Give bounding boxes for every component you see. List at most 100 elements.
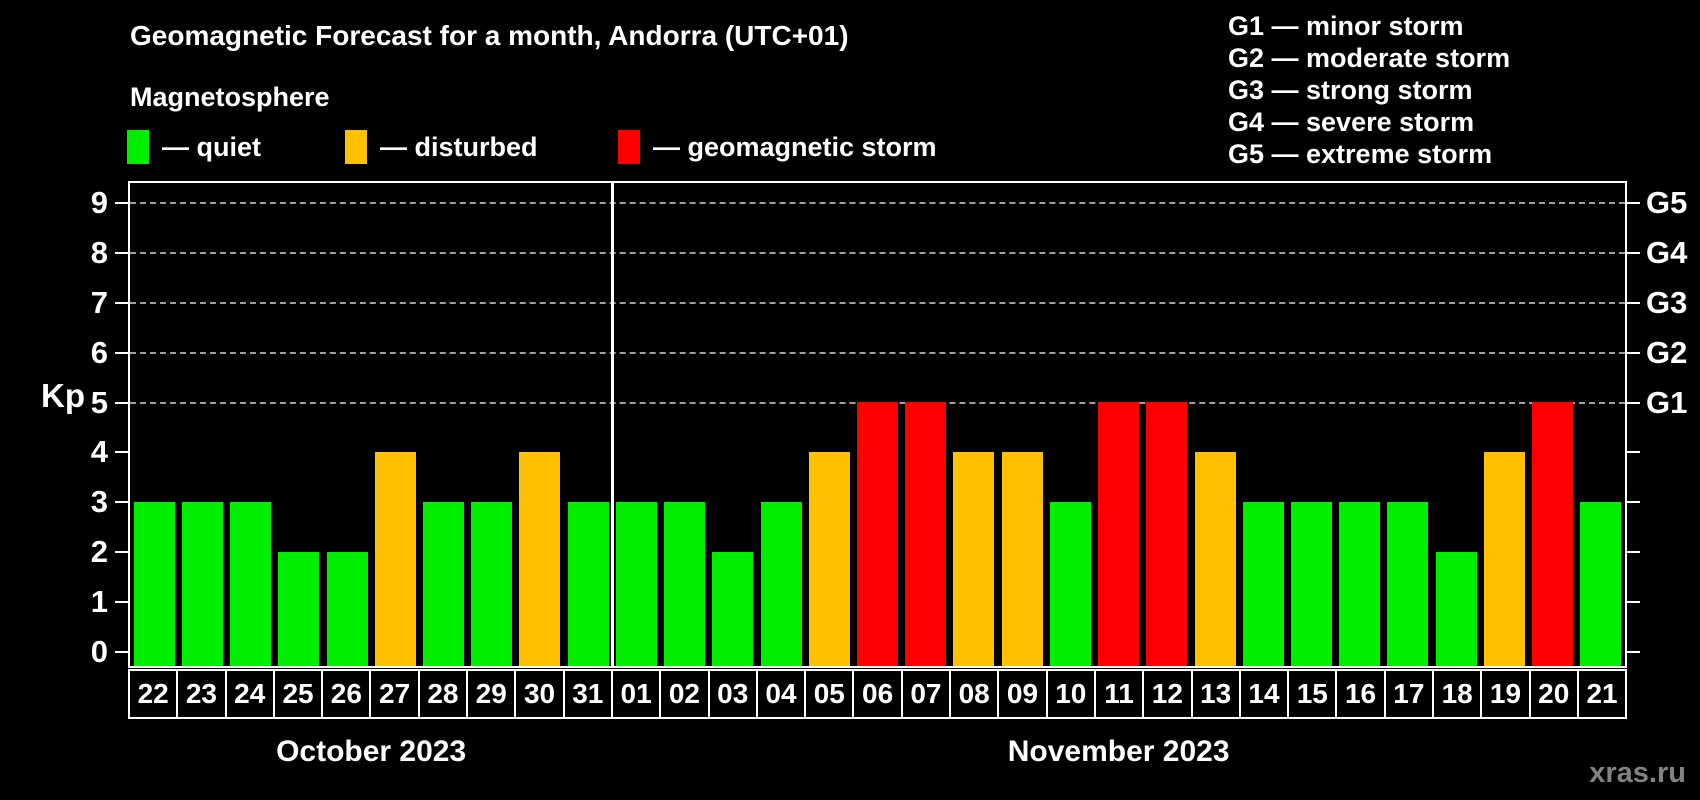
- day-cell-22: 22: [130, 671, 179, 717]
- month-divider-line: [610, 183, 614, 666]
- y-tick-4: [115, 451, 128, 454]
- y-tick-label-8: 8: [90, 234, 108, 270]
- right-tick-2: [1627, 551, 1640, 554]
- right-tick-1: [1627, 601, 1640, 604]
- kp-bar-november-10: [1049, 502, 1091, 666]
- kp-bar-october-30: [519, 452, 561, 666]
- y-axis-title: Kp: [41, 377, 85, 414]
- right-tick-0: [1627, 651, 1640, 653]
- y-tick-6: [115, 351, 128, 354]
- day-cell-25: 25: [275, 671, 324, 717]
- gridline-kp9: [130, 201, 1625, 204]
- y-tick-label-7: 7: [90, 284, 108, 320]
- kp-bar-november-04: [760, 502, 802, 666]
- kp-bar-october-26: [326, 552, 368, 666]
- day-cell-27: 27: [371, 671, 420, 717]
- day-cell-05: 05: [806, 671, 855, 717]
- y-tick-label-6: 6: [90, 334, 108, 370]
- kp-bar-october-28: [422, 502, 464, 666]
- kp-bar-october-23: [181, 502, 223, 666]
- right-tick-3: [1627, 501, 1640, 504]
- kp-bar-october-31: [567, 502, 609, 666]
- legend-item-quiet: — quiet: [127, 130, 261, 164]
- y-tick-label-4: 4: [90, 434, 108, 470]
- month-label-october: October 2023: [276, 735, 467, 768]
- storm-scale-line-g2: G2 — moderate storm: [1228, 43, 1511, 73]
- kp-bar-november-08: [953, 452, 995, 666]
- day-cell-17: 17: [1386, 671, 1435, 717]
- g-level-label-g4: G4: [1646, 234, 1688, 270]
- y-tick-2: [115, 551, 128, 554]
- kp-bar-november-07: [905, 402, 947, 666]
- g-level-label-g1: G1: [1646, 384, 1688, 420]
- day-cell-03: 03: [710, 671, 758, 717]
- kp-bar-november-15: [1291, 502, 1333, 666]
- right-tick-4: [1627, 451, 1640, 454]
- day-cell-01: 01: [613, 671, 662, 717]
- y-tick-label-1: 1: [90, 584, 108, 620]
- kp-bar-november-09: [1001, 452, 1043, 666]
- kp-bar-november-21: [1580, 502, 1622, 666]
- kp-bar-october-29: [471, 502, 513, 666]
- storm-scale-line-g3: G3 — strong storm: [1228, 75, 1473, 105]
- right-tick-6: [1627, 351, 1640, 354]
- gridline-kp7: [130, 301, 1625, 304]
- y-tick-label-9: 9: [90, 184, 108, 220]
- day-cell-29: 29: [468, 671, 517, 717]
- y-tick-7: [115, 301, 128, 304]
- g-level-label-g5: G5: [1646, 184, 1688, 220]
- kp-bar-october-22: [133, 502, 175, 666]
- storm-scale-line-g5: G5 — extreme storm: [1228, 139, 1493, 169]
- quiet-swatch-icon: [127, 130, 149, 164]
- kp-bar-november-06: [857, 402, 898, 666]
- kp-bar-october-27: [374, 452, 416, 666]
- kp-bar-november-12: [1146, 402, 1188, 666]
- gridline-kp6: [130, 351, 1625, 354]
- day-cell-28: 28: [420, 671, 469, 717]
- right-tick-7: [1627, 301, 1640, 304]
- day-cell-31: 31: [565, 671, 613, 717]
- legend-label-quiet: — quiet: [162, 131, 261, 162]
- kp-bar-november-19: [1483, 452, 1525, 666]
- disturbed-swatch-icon: [345, 130, 367, 164]
- y-tick-label-0: 0: [90, 634, 108, 669]
- day-cell-15: 15: [1289, 671, 1338, 717]
- day-cell-06: 06: [854, 671, 903, 717]
- y-tick-label-3: 3: [90, 484, 108, 520]
- day-cell-30: 30: [516, 671, 565, 717]
- day-cell-19: 19: [1482, 671, 1531, 717]
- kp-bar-november-13: [1194, 452, 1236, 666]
- day-cell-20: 20: [1531, 671, 1579, 717]
- day-cell-14: 14: [1241, 671, 1290, 717]
- y-tick-9: [115, 201, 128, 204]
- day-cell-21: 21: [1586, 678, 1618, 709]
- day-cell-16: 16: [1337, 671, 1386, 717]
- day-cell-26: 26: [323, 671, 372, 717]
- kp-bar-november-01: [615, 502, 657, 666]
- magnetosphere-label: Magnetosphere: [130, 82, 330, 112]
- y-tick-label-5: 5: [90, 384, 108, 420]
- y-tick-label-2: 2: [90, 534, 108, 570]
- kp-bar-october-24: [230, 502, 272, 666]
- storm-scale-line-g4: G4 — severe storm: [1228, 107, 1475, 137]
- day-cell-10: 10: [1048, 671, 1096, 717]
- storm-scale-line-g1: G1 — minor storm: [1228, 11, 1464, 41]
- kp-bar-november-03: [712, 552, 754, 666]
- g-level-label-g3: G3: [1646, 284, 1688, 320]
- day-cell-02: 02: [661, 671, 710, 717]
- y-tick-5: [115, 401, 128, 404]
- right-tick-9: [1627, 201, 1640, 204]
- day-cell-18: 18: [1434, 671, 1483, 717]
- day-cell-24: 24: [227, 671, 275, 717]
- day-cell-09: 09: [999, 671, 1048, 717]
- legend-item-geomagnetic-storm: — geomagnetic storm: [618, 130, 937, 164]
- plot-area: [128, 181, 1627, 668]
- g-level-label-g2: G2: [1646, 334, 1688, 370]
- month-label-november: November 2023: [1007, 735, 1230, 768]
- right-tick-8: [1627, 251, 1640, 254]
- kp-bar-november-02: [664, 502, 706, 666]
- y-tick-1: [115, 601, 128, 604]
- geomagnetic-storm-swatch-icon: [618, 130, 640, 164]
- day-cell-12: 12: [1144, 671, 1193, 717]
